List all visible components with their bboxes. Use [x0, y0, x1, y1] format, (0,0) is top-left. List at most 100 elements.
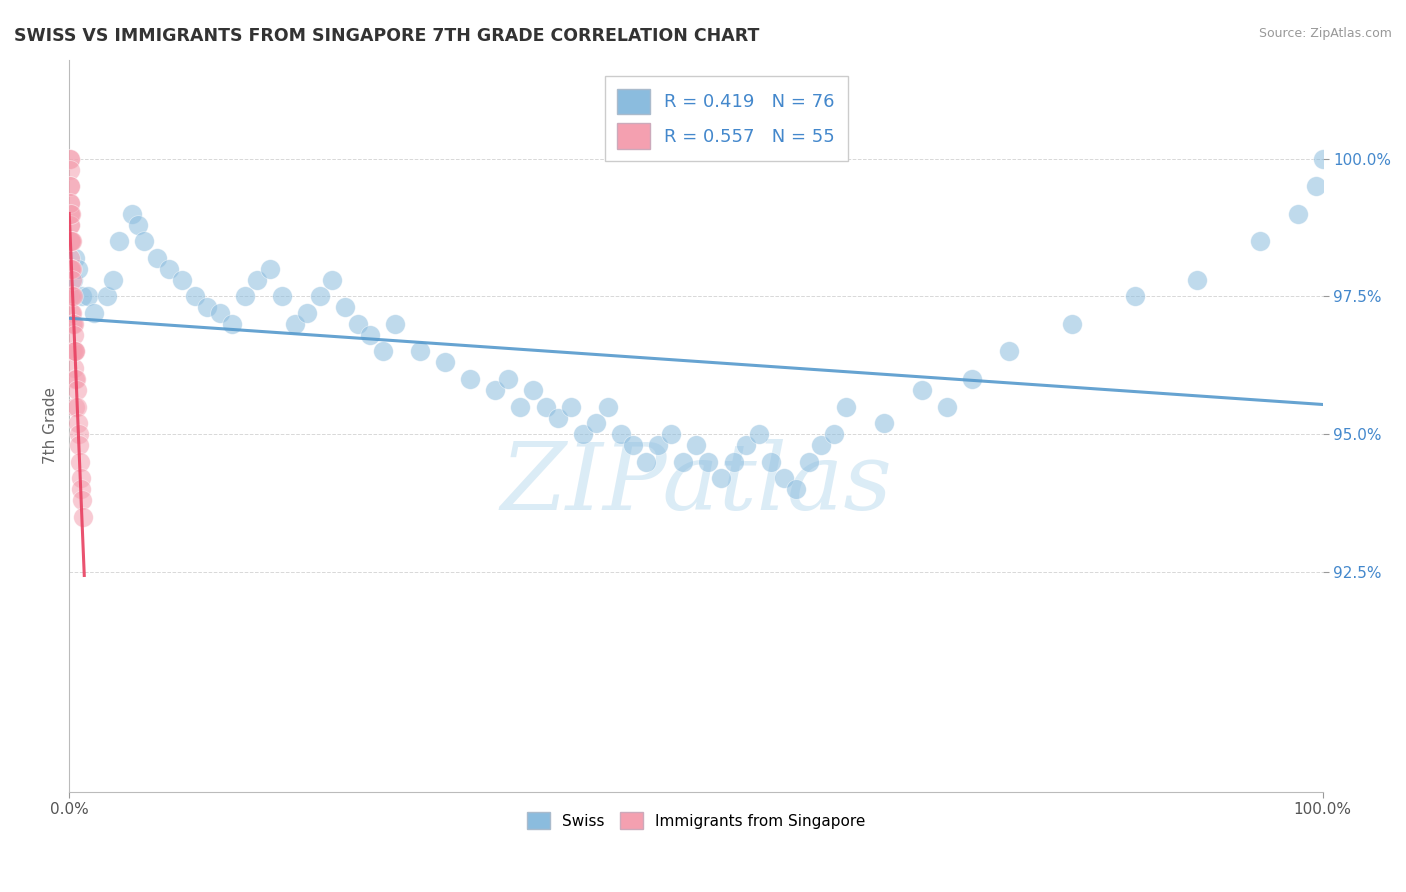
Point [785, 482, 807, 496]
Point [62, 344, 84, 359]
Point [960, 372, 983, 386]
Point [62, 317, 84, 331]
Point [609, 427, 631, 442]
Point [77, 289, 100, 303]
Point [697, 454, 720, 468]
Point [572, 427, 595, 442]
Point [146, 251, 169, 265]
Point [67, 438, 90, 452]
Point [1249, 235, 1271, 249]
Point [759, 454, 782, 468]
Point [221, 317, 243, 331]
Point [910, 383, 932, 397]
Point [409, 344, 432, 359]
Point [284, 317, 307, 331]
Point [59, 261, 82, 276]
Point [66, 261, 89, 276]
Point [659, 427, 682, 442]
Point [59, 235, 82, 249]
Point [434, 355, 457, 369]
Text: ZIPatlas: ZIPatlas [501, 440, 891, 529]
Point [208, 306, 231, 320]
Point [62, 317, 84, 331]
Point [259, 261, 281, 276]
Point [170, 273, 193, 287]
Point [723, 454, 745, 468]
Point [70, 493, 93, 508]
Point [560, 400, 582, 414]
Point [183, 289, 205, 303]
Point [127, 218, 149, 232]
Point [797, 454, 820, 468]
Point [59, 261, 82, 276]
Y-axis label: 7th Grade: 7th Grade [44, 387, 58, 464]
Point [59, 261, 82, 276]
Point [810, 438, 832, 452]
Point [59, 235, 82, 249]
Point [66, 383, 89, 397]
Point [873, 416, 896, 430]
Point [710, 471, 733, 485]
Point [685, 438, 707, 452]
Point [60, 344, 83, 359]
Point [297, 306, 319, 320]
Point [70, 482, 93, 496]
Point [63, 344, 86, 359]
Point [522, 383, 544, 397]
Text: SWISS VS IMMIGRANTS FROM SINGAPORE 7TH GRADE CORRELATION CHART: SWISS VS IMMIGRANTS FROM SINGAPORE 7TH G… [14, 27, 759, 45]
Point [63, 327, 86, 342]
Point [65, 372, 87, 386]
Point [60, 235, 83, 249]
Point [458, 372, 481, 386]
Point [59, 235, 82, 249]
Point [60, 261, 83, 276]
Point [1123, 289, 1146, 303]
Point [748, 427, 770, 442]
Point [233, 289, 256, 303]
Point [384, 317, 406, 331]
Point [62, 344, 84, 359]
Point [496, 372, 519, 386]
Point [63, 361, 86, 376]
Point [60, 306, 83, 320]
Point [321, 273, 343, 287]
Point [359, 327, 381, 342]
Point [271, 289, 294, 303]
Point [59, 218, 82, 232]
Point [647, 438, 669, 452]
Point [823, 427, 845, 442]
Point [1305, 179, 1327, 194]
Point [1187, 273, 1209, 287]
Point [346, 317, 368, 331]
Point [101, 273, 124, 287]
Point [59, 235, 82, 249]
Point [59, 162, 82, 177]
Point [60, 306, 83, 320]
Point [59, 251, 82, 265]
Point [60, 289, 83, 303]
Point [134, 235, 156, 249]
Point [333, 301, 356, 315]
Point [121, 207, 143, 221]
Point [60, 317, 83, 331]
Point [935, 400, 957, 414]
Point [60, 289, 83, 303]
Point [60, 235, 83, 249]
Legend: Swiss, Immigrants from Singapore: Swiss, Immigrants from Singapore [520, 805, 872, 836]
Point [62, 289, 84, 303]
Point [59, 207, 82, 221]
Point [585, 416, 607, 430]
Point [60, 261, 83, 276]
Point [59, 179, 82, 194]
Point [534, 400, 557, 414]
Point [246, 273, 269, 287]
Point [735, 438, 758, 452]
Point [509, 400, 531, 414]
Point [83, 306, 105, 320]
Point [195, 301, 218, 315]
Point [547, 410, 569, 425]
Point [598, 400, 620, 414]
Point [1286, 207, 1309, 221]
Point [59, 152, 82, 166]
Point [634, 454, 657, 468]
